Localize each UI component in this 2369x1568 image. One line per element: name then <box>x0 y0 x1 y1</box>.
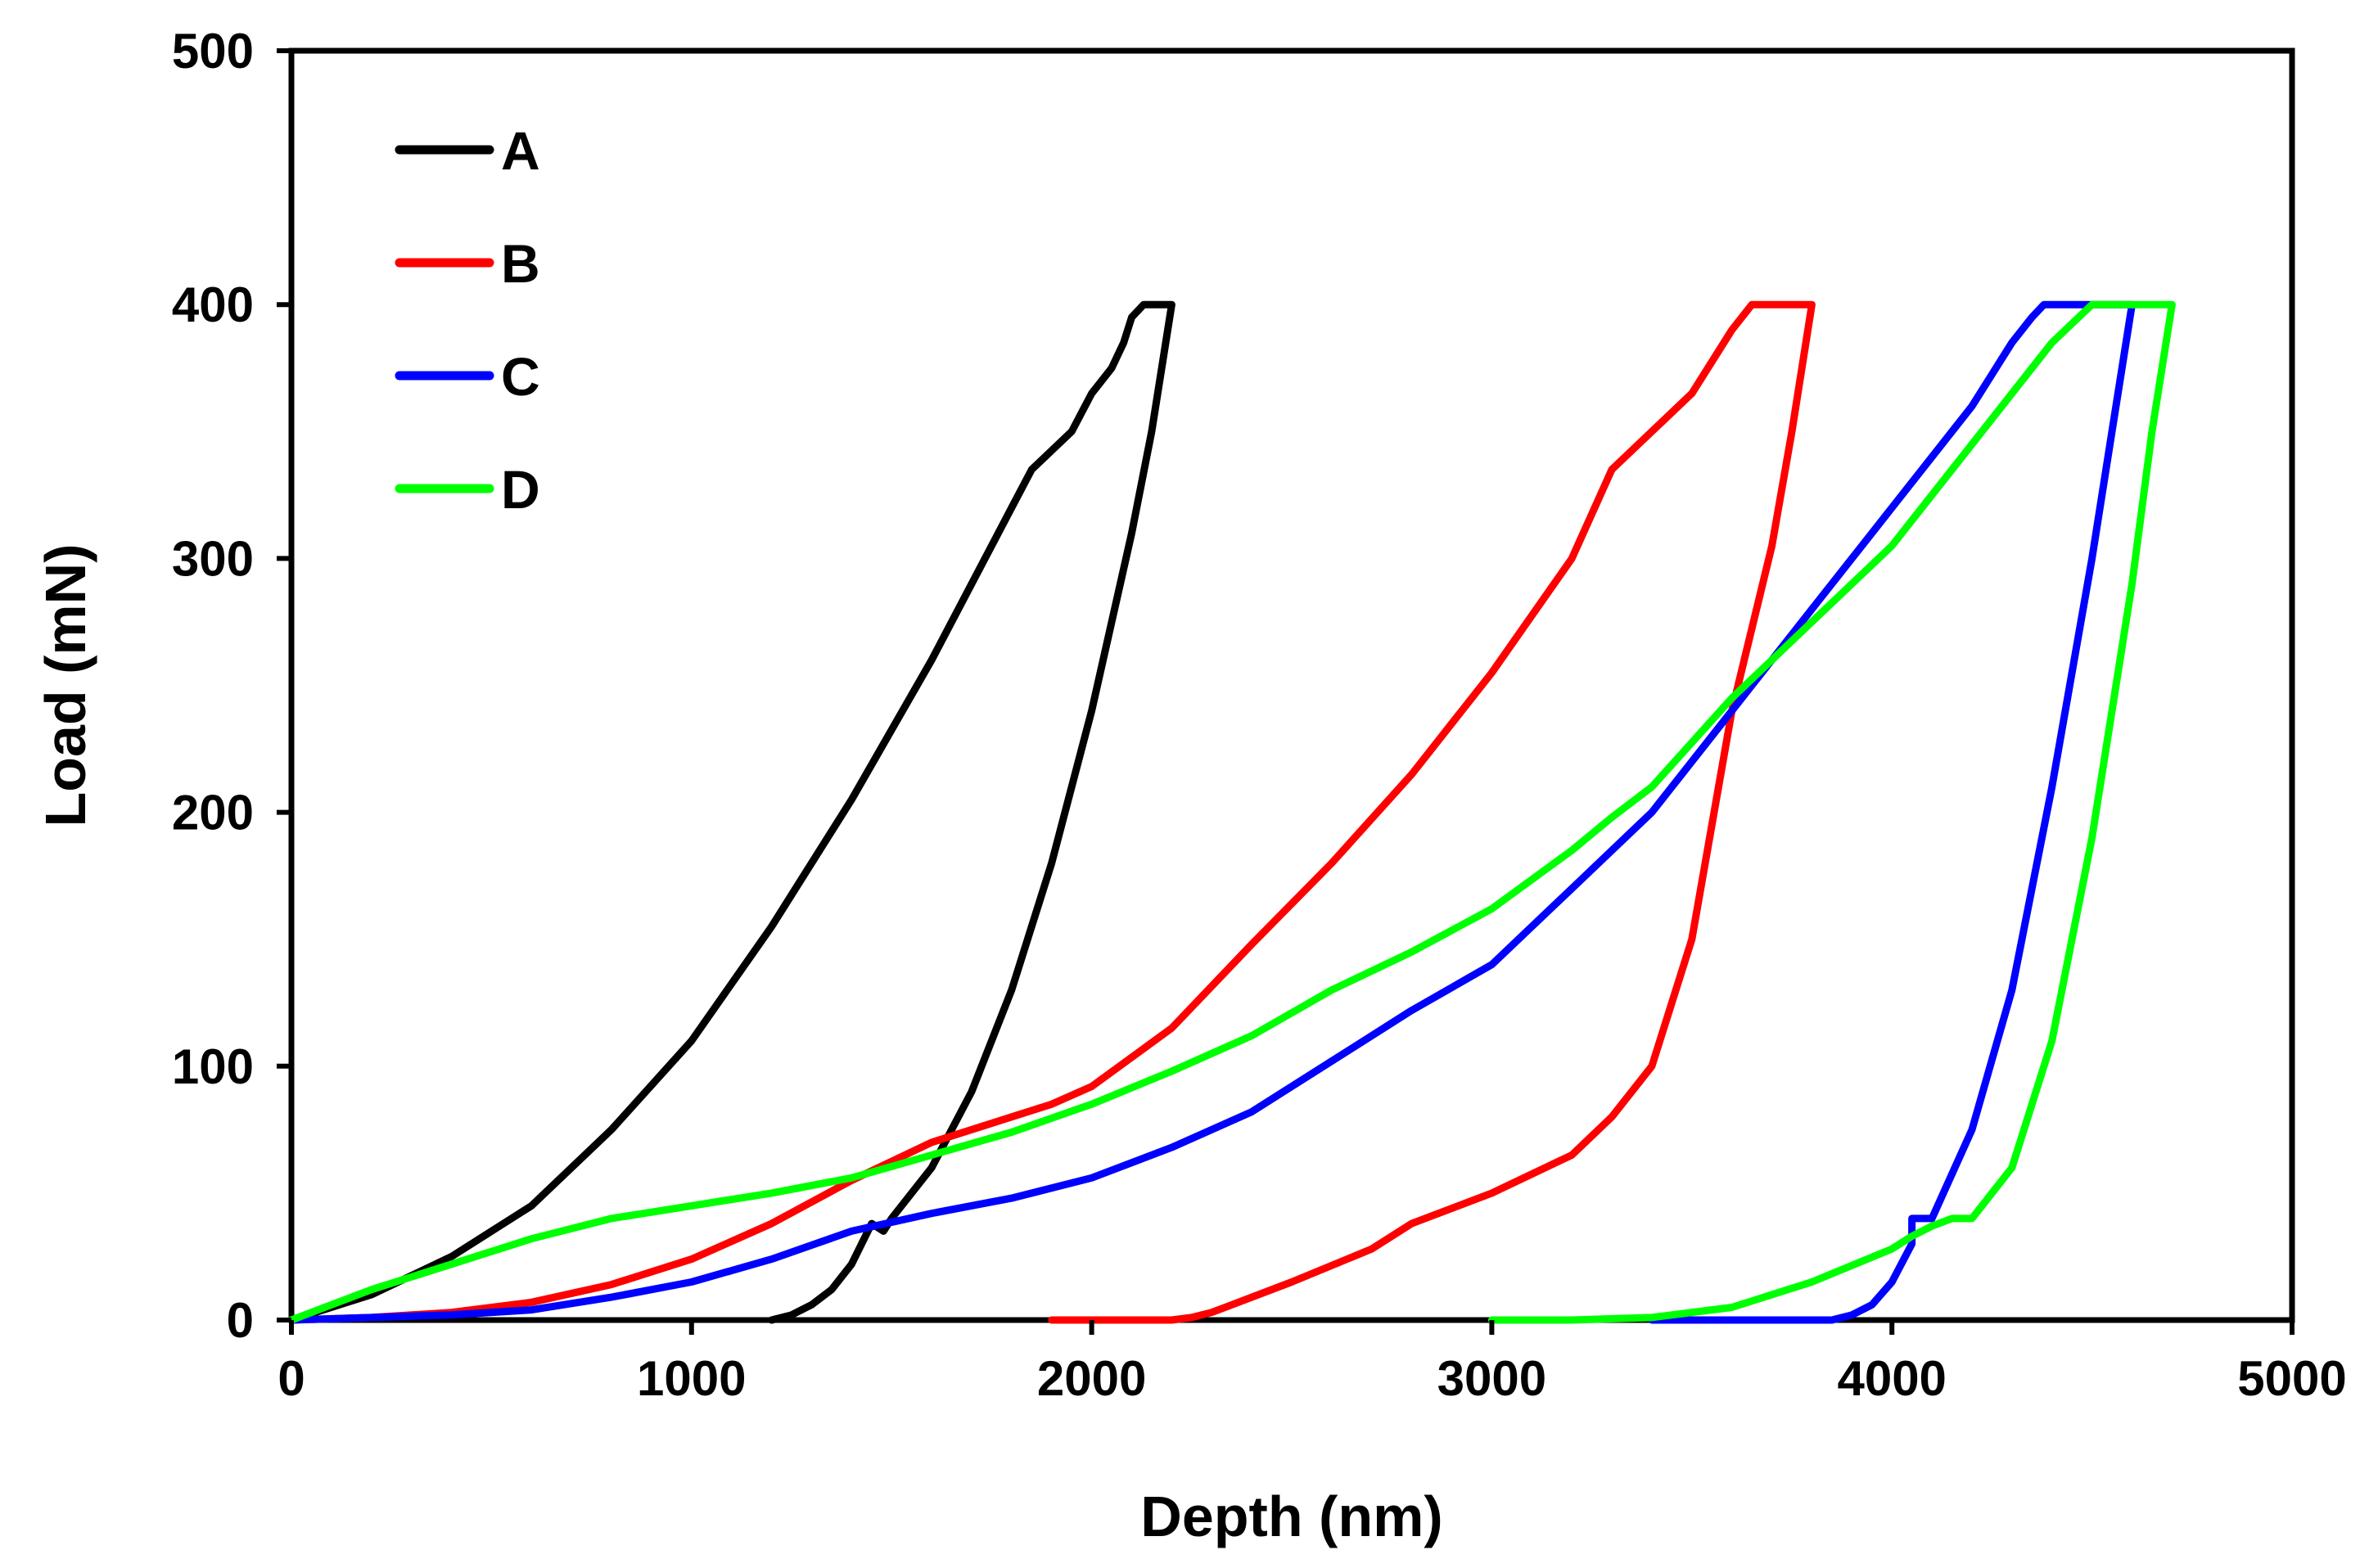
x-axis-ticks: 0 1000 2000 3000 4000 5000 <box>278 1320 2347 1406</box>
x-tick-label: 2000 <box>1037 1351 1146 1406</box>
y-axis-ticks: 0 100 200 300 400 500 <box>172 24 291 1348</box>
x-tick-label: 4000 <box>1837 1351 1946 1406</box>
series-layer <box>287 300 2176 1324</box>
y-tick-label: 300 <box>172 531 254 586</box>
plot-frame <box>288 47 2295 1323</box>
x-tick-label: 5000 <box>2237 1351 2346 1406</box>
y-tick-label: 200 <box>172 786 254 840</box>
legend-label-d: D <box>501 459 540 520</box>
series-line-d <box>287 300 2176 1324</box>
legend-label-c: C <box>501 346 540 407</box>
y-tick-label: 100 <box>172 1039 254 1094</box>
y-tick-label: 400 <box>172 277 254 332</box>
series-line-c <box>287 300 2136 1324</box>
series-line-a <box>287 300 1175 1324</box>
y-tick-label: 0 <box>227 1293 254 1348</box>
x-tick-label: 1000 <box>637 1351 746 1406</box>
x-tick-label: 3000 <box>1437 1351 1546 1406</box>
legend-label-a: A <box>501 120 540 181</box>
x-tick-label: 0 <box>278 1351 305 1406</box>
y-axis-title: Load (mN) <box>34 543 97 827</box>
legend-label-b: B <box>501 233 540 294</box>
y-tick-label: 500 <box>172 24 254 79</box>
x-axis-title: Depth (nm) <box>1140 1485 1442 1548</box>
